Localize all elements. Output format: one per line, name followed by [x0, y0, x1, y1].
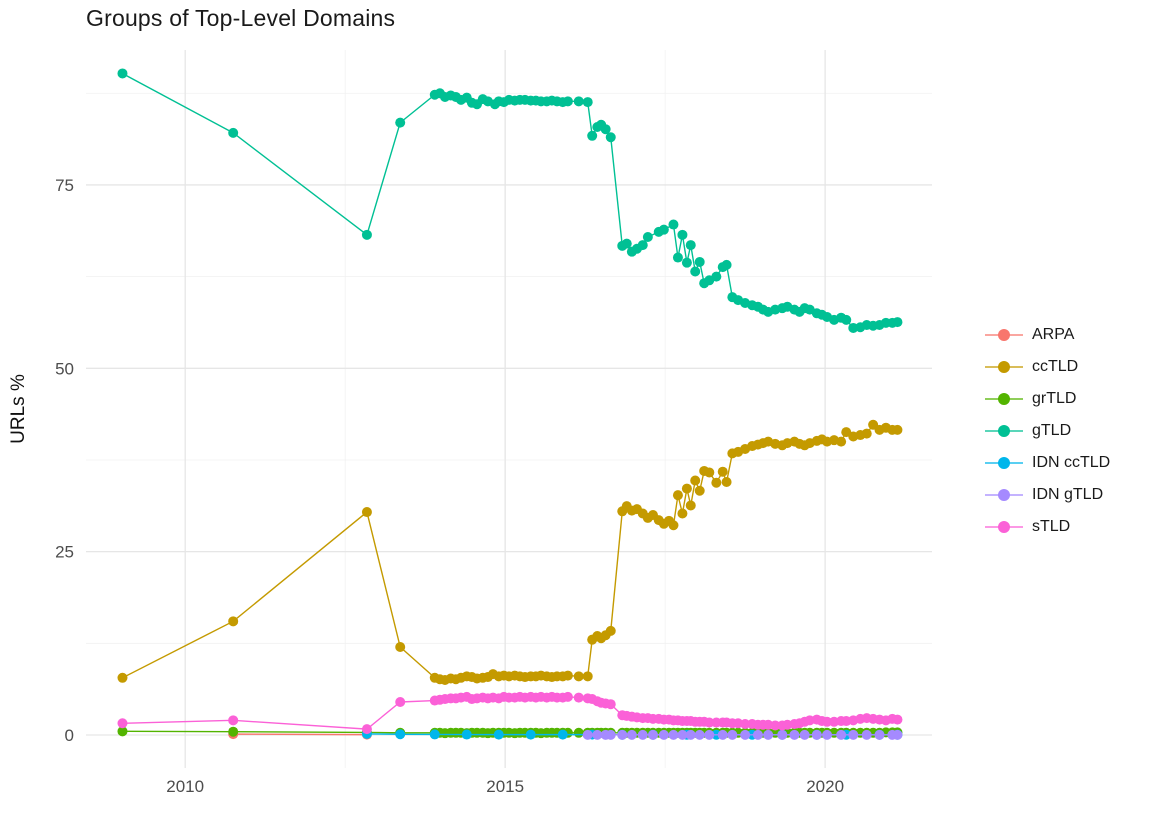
legend-item-idn-cctld: IDN ccTLD [985, 447, 1110, 479]
legend-item-stld: sTLD [985, 511, 1110, 543]
legend-label: grTLD [1032, 390, 1077, 407]
legend-key-stld [985, 521, 1023, 533]
legend-item-arpa: ARPA [985, 319, 1110, 351]
svg-text:2020: 2020 [806, 777, 844, 796]
series-idn-gtld [582, 729, 903, 740]
legend-dot-icon [998, 457, 1010, 469]
legend-dot-icon [998, 489, 1010, 501]
svg-text:25: 25 [55, 543, 74, 562]
legend-label: IDN gTLD [1032, 486, 1104, 503]
legend-item-cctld: ccTLD [985, 351, 1110, 383]
minor-gridlines [86, 50, 932, 768]
legend-label: IDN ccTLD [1032, 454, 1111, 471]
legend: ARPA ccTLD grTLD gTLD IDN ccTLD IDN gTLD… [985, 319, 1110, 543]
legend-key-gtld [985, 425, 1023, 437]
legend-item-grtld: grTLD [985, 383, 1110, 415]
legend-label: ARPA [1032, 326, 1075, 343]
legend-item-gtld: gTLD [985, 415, 1110, 447]
major-gridlines [86, 50, 932, 768]
legend-dot-icon [998, 361, 1010, 373]
svg-text:0: 0 [65, 726, 74, 745]
legend-key-grtld [985, 393, 1023, 405]
legend-key-arpa [985, 329, 1023, 341]
legend-label: ccTLD [1032, 358, 1079, 375]
legend-key-idn-gtld [985, 489, 1023, 501]
legend-label: sTLD [1032, 518, 1071, 535]
legend-label: gTLD [1032, 422, 1072, 439]
axis-tick-labels: 0 25 50 75 2010 2015 2020 [55, 176, 844, 796]
svg-text:2015: 2015 [486, 777, 524, 796]
chart-title: Groups of Top-Level Domains [86, 5, 396, 31]
legend-key-idn-cctld [985, 457, 1023, 469]
svg-text:75: 75 [55, 176, 74, 195]
svg-text:50: 50 [55, 359, 74, 378]
legend-dot-icon [998, 425, 1010, 437]
series-arpa [228, 729, 372, 740]
series-gtld [117, 68, 903, 333]
legend-key-cctld [985, 361, 1023, 373]
series-cctld [117, 419, 903, 685]
svg-text:2010: 2010 [166, 777, 204, 796]
legend-dot-icon [998, 521, 1010, 533]
legend-item-idn-gtld: IDN gTLD [985, 479, 1110, 511]
series-stld [117, 691, 903, 735]
legend-dot-icon [998, 329, 1010, 341]
legend-dot-icon [998, 393, 1010, 405]
y-axis-title: URLs % [8, 374, 29, 444]
